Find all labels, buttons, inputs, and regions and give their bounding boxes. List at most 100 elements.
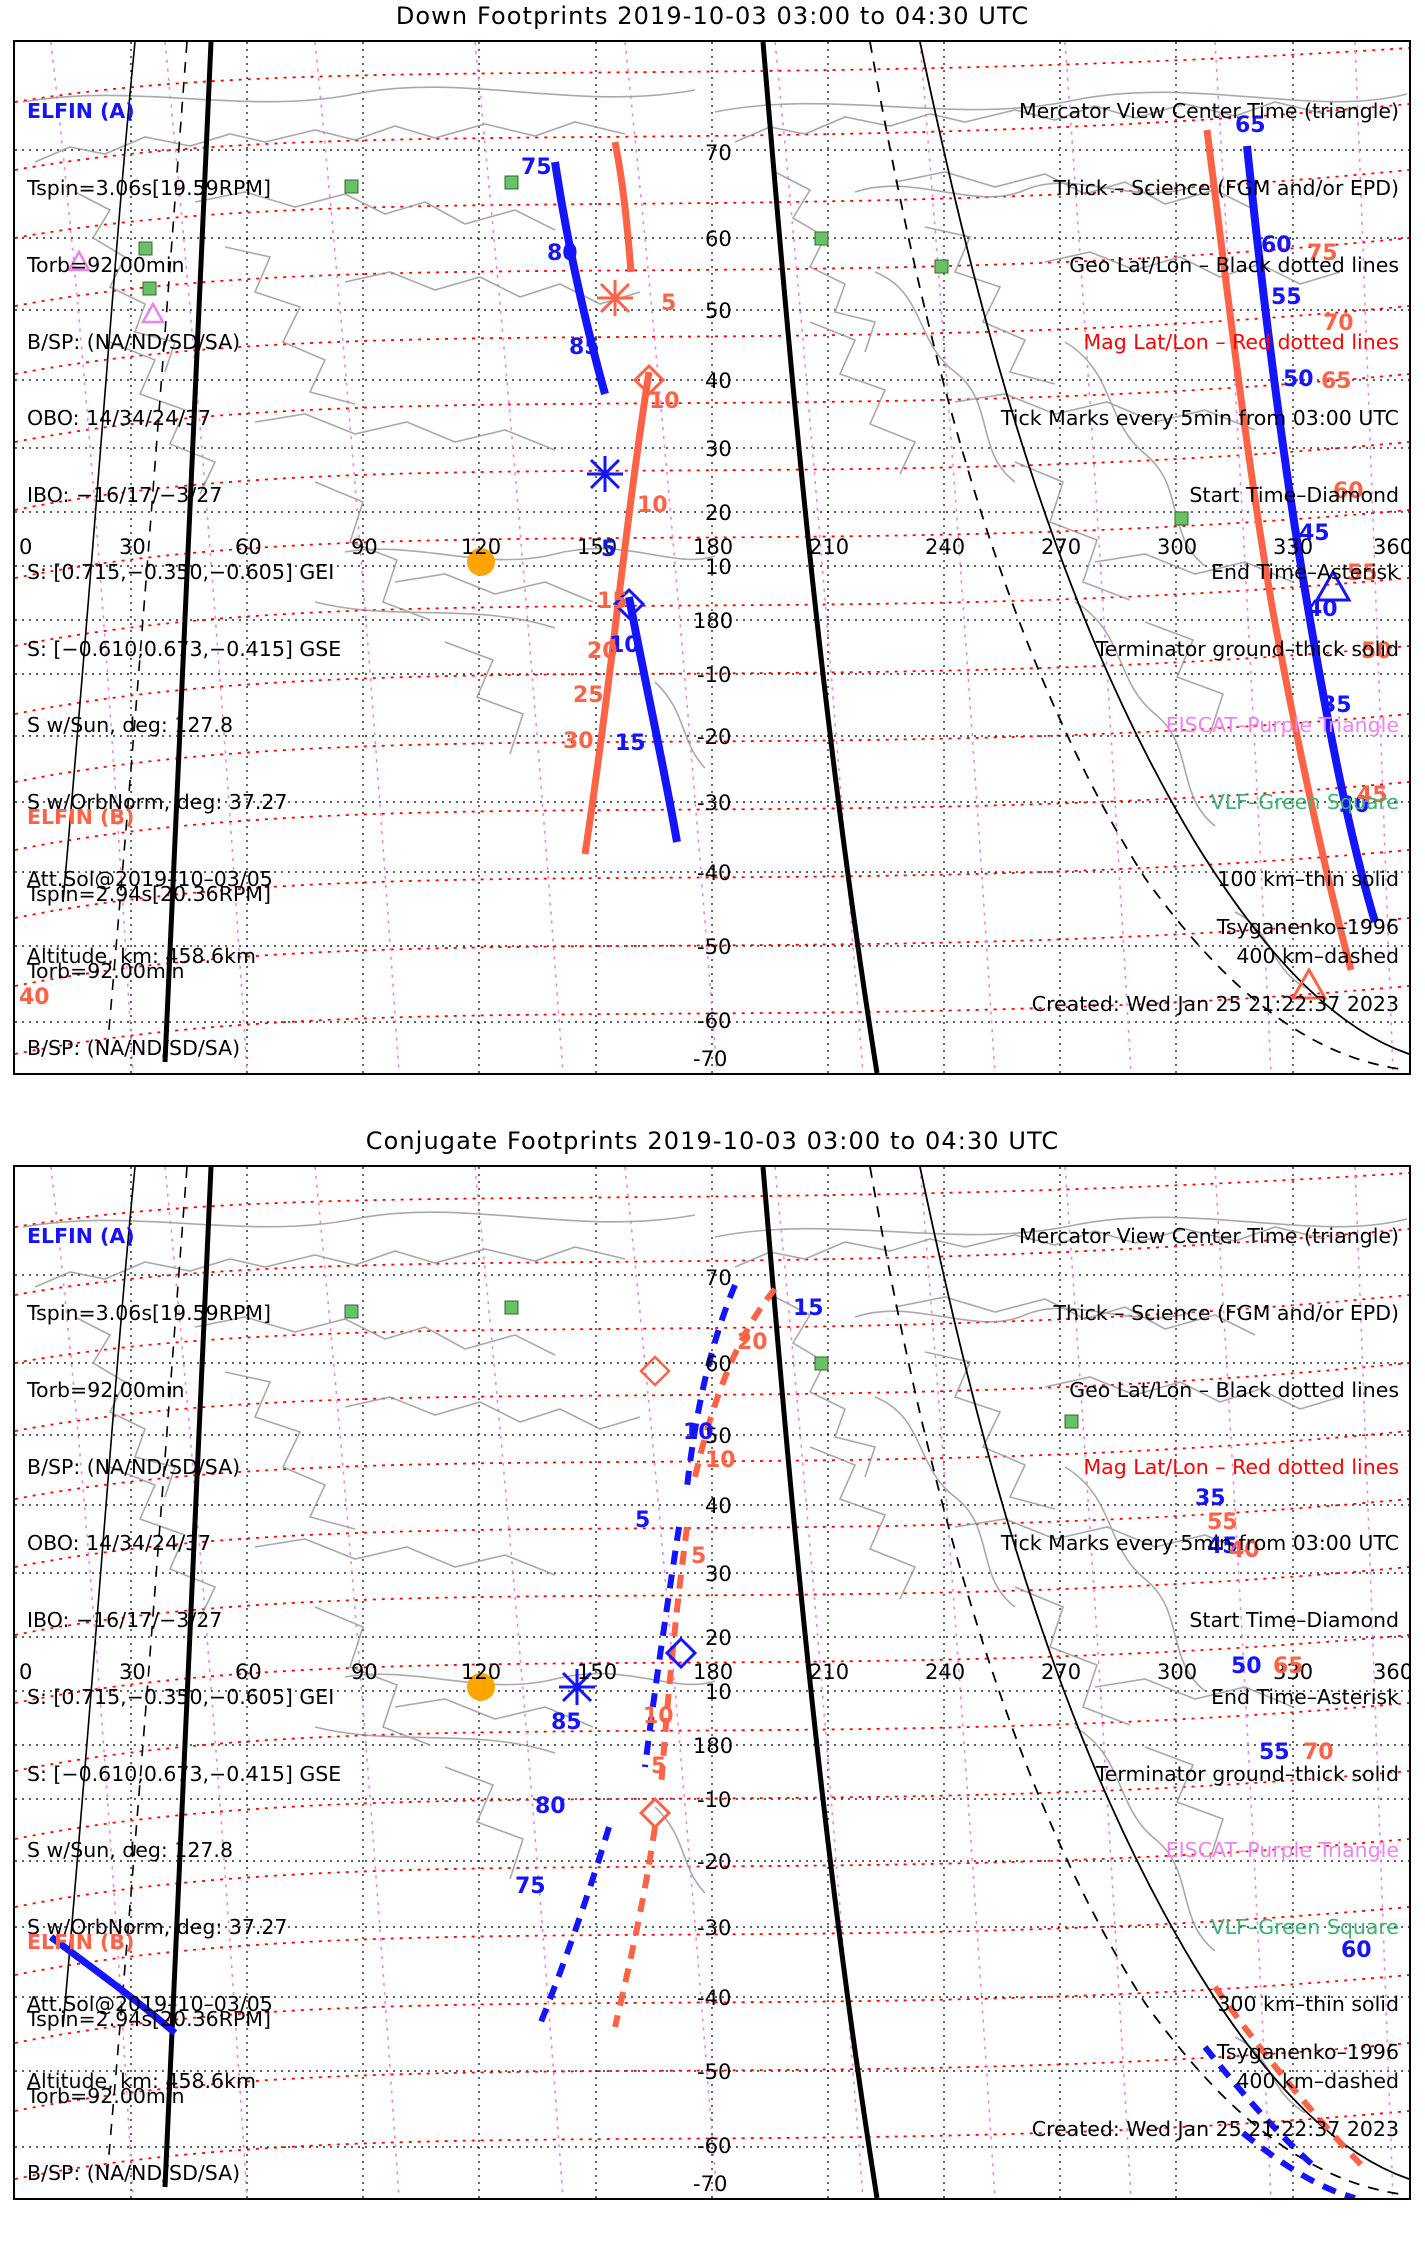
- legend-item-9: VLF–Green Square: [1210, 790, 1399, 815]
- mag-meridians-2: [50, 1167, 1394, 2198]
- svg-text:-30: -30: [697, 791, 731, 815]
- svg-text:65: 65: [1273, 1654, 1304, 1679]
- svg-text:55: 55: [1347, 561, 1378, 586]
- longitude-labels-2: 0 30 60 90 120 150 180 210 240 270 300 3…: [19, 1660, 1409, 1684]
- svg-text:15: 15: [615, 731, 646, 756]
- svg-text:40: 40: [1229, 1538, 1260, 1563]
- legend2-item-3: Mag Lat/Lon – Red dotted lines: [1083, 1454, 1400, 1479]
- legend2-item-1: Thick – Science (FGM and/or EPD): [1053, 1300, 1399, 1325]
- vlf-marker-1: [138, 241, 153, 256]
- svg-text:-60: -60: [697, 2134, 731, 2158]
- elfin-b-infoblock: ELFIN (B) Tspin=2.94s[20.36RPM] Torb=92.…: [27, 754, 341, 1073]
- svg-text:20: 20: [705, 501, 732, 525]
- start-time-marker-b-2: [638, 1796, 672, 1830]
- svg-text:55: 55: [1271, 285, 1302, 310]
- svg-text:-10: -10: [697, 1788, 731, 1812]
- svg-text:330: 330: [1273, 1660, 1313, 1684]
- elfin-a2-line-10: Altitude, km: 458.6km: [27, 2068, 256, 2093]
- vlf-marker-2-1: [344, 1304, 359, 1319]
- markers-2: [344, 1300, 1079, 1830]
- center-time-marker-a: [1314, 568, 1352, 602]
- legend2-item-8: EISCAT–Purple Triangle: [1165, 1838, 1399, 1863]
- svg-text:-70: -70: [693, 2172, 727, 2196]
- eiscat-marker-2: [140, 301, 166, 324]
- svg-text:40: 40: [705, 369, 732, 393]
- maglat-labels-red: 5 10 10 15 20 25 30 75 70 65 60 55 50 45…: [19, 241, 1392, 1010]
- svg-text:-70: -70: [693, 1047, 727, 1071]
- svg-text:330: 330: [1273, 535, 1313, 559]
- sub-solar-point: [467, 548, 495, 576]
- map-canvas: 0 30 60 90 120 150 180 210 240 270 300 3…: [15, 42, 1409, 1073]
- coastlines-2: [22, 1211, 1408, 2114]
- start-time-marker-b: [632, 363, 666, 397]
- svg-text:40: 40: [19, 985, 50, 1010]
- legend2-item-5: Start Time–Diamond: [1189, 1608, 1399, 1633]
- legend2-item-2: Geo Lat/Lon – Black dotted lines: [1069, 1377, 1399, 1402]
- track-elfin-b-conjugate: [612, 1287, 1370, 2174]
- svg-text:-50: -50: [697, 935, 731, 959]
- elfin-b-header-2: ELFIN (B): [27, 1930, 135, 1955]
- svg-text:70: 70: [1303, 1740, 1334, 1765]
- svg-text:120: 120: [461, 535, 501, 559]
- svg-text:210: 210: [809, 535, 849, 559]
- svg-text:10: 10: [643, 1704, 674, 1729]
- svg-text:10: 10: [705, 555, 732, 579]
- svg-text:35: 35: [1321, 693, 1352, 718]
- svg-text:15: 15: [793, 1296, 824, 1321]
- svg-text:5: 5: [661, 291, 676, 316]
- elfin-b-line-2: B/SP: (NA/ND/SD/SA): [27, 1035, 241, 1060]
- end-time-marker-a: [587, 456, 623, 492]
- legend2-item-11: 400 km–dashed: [1236, 2068, 1399, 2093]
- svg-text:30: 30: [705, 437, 732, 461]
- svg-text:20: 20: [737, 1330, 768, 1355]
- elfin-a2-line-5: S: [0.715,−0.350,−0.605] GEI: [27, 1684, 335, 1709]
- elfin-a-line-1: Torb=92.00min: [27, 252, 185, 277]
- end-time-marker-b: [597, 280, 633, 316]
- svg-text:90: 90: [351, 535, 378, 559]
- svg-text:10: 10: [683, 1420, 714, 1445]
- svg-text:5: 5: [601, 537, 616, 562]
- elfin-a-infoblock-2: ELFIN (A) Tspin=3.06s[19.59RPM] Torb=92.…: [27, 1173, 341, 2146]
- legend-item-11: 400 km–dashed: [1236, 943, 1399, 968]
- svg-text:90: 90: [351, 1660, 378, 1684]
- elfin-a-line-10: Altitude, km: 458.6km: [27, 943, 256, 968]
- legend-item-2: Geo Lat/Lon – Black dotted lines: [1069, 252, 1399, 277]
- svg-text:20: 20: [705, 1626, 732, 1650]
- elfin-a-line-6: S: [−0.610,0.673,−0.415] GSE: [27, 636, 342, 661]
- svg-text:75: 75: [521, 155, 552, 180]
- svg-text:60: 60: [235, 1660, 262, 1684]
- sub-solar-point-2: [467, 1673, 495, 1701]
- elfin-a2-line-4: IBO: −16/17/−3/27: [27, 1608, 223, 1633]
- svg-text:60: 60: [235, 535, 262, 559]
- svg-text:80: 80: [547, 241, 578, 266]
- svg-text:30: 30: [705, 1562, 732, 1586]
- eiscat-marker-1: [66, 249, 92, 272]
- svg-text:70: 70: [1323, 311, 1354, 336]
- elfin-b-header: ELFIN (B): [27, 805, 135, 830]
- elfin-a-line-0: Tspin=3.06s[19.59RPM]: [27, 175, 271, 200]
- svg-text:50: 50: [1231, 1654, 1262, 1679]
- svg-text:60: 60: [1261, 233, 1292, 258]
- mag-meridians: [50, 42, 1394, 1073]
- elfin-b-infoblock-2: ELFIN (B) Tspin=2.94s[20.36RPM] Torb=92.…: [27, 1879, 341, 2198]
- svg-text:80: 80: [535, 1794, 566, 1819]
- panel-title: Down Footprints 2019-10-03 03:00 to 04:3…: [395, 2, 1030, 30]
- legend-item-10: 100 km–thin solid: [1217, 867, 1399, 891]
- svg-text:240: 240: [925, 1660, 965, 1684]
- svg-text:50: 50: [1361, 639, 1392, 664]
- svg-text:-40: -40: [697, 1986, 731, 2010]
- start-time-marker-a: [612, 587, 646, 621]
- mag-grid: [15, 47, 1409, 1055]
- elfin-a-line-9: Att.Sol@2019–10–03/05: [27, 867, 273, 891]
- svg-text:30: 30: [563, 729, 594, 754]
- map-area: 0 30 60 90 120 150 180 210 240 270 300 3…: [13, 40, 1411, 1075]
- svg-text:180: 180: [693, 1660, 733, 1684]
- elfin-a-line-5: S: [0.715,−0.350,−0.605] GEI: [27, 559, 335, 584]
- svg-text:60: 60: [1341, 1938, 1372, 1963]
- elfin-a-line-4: IBO: −16/17/−3/27: [27, 483, 223, 508]
- vlf-marker-2-3: [814, 1356, 829, 1371]
- svg-text:85: 85: [569, 335, 600, 360]
- svg-text:50: 50: [1283, 367, 1314, 392]
- maglat-labels-blue-2: 15 10 5 85 80 75 35 45 50 55 60: [515, 1296, 1372, 1963]
- panel-conjugate-footprints: Conjugate Footprints 2019-10-03 03:00 to…: [0, 1125, 1425, 2250]
